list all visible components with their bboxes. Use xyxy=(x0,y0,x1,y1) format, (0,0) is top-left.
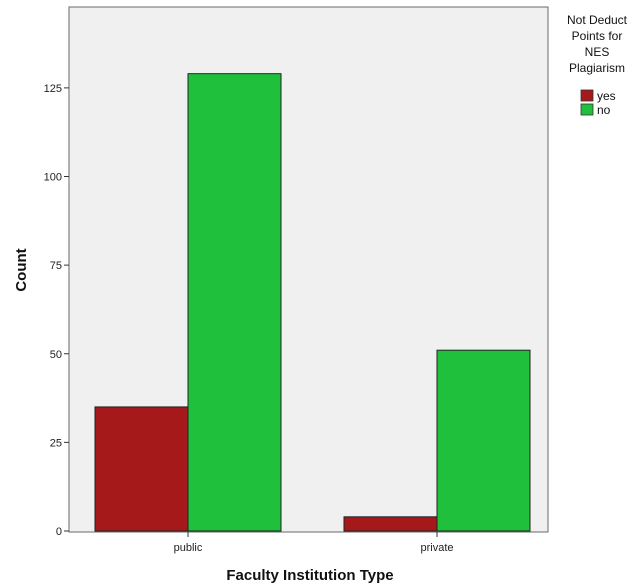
y-tick-label: 75 xyxy=(50,260,62,272)
y-tick-label: 125 xyxy=(44,83,62,95)
bar-public-no xyxy=(187,73,282,532)
y-tick-label: 0 xyxy=(56,526,62,538)
legend-swatch-yes xyxy=(580,89,594,102)
x-axis-title: Faculty Institution Type xyxy=(226,567,393,584)
legend-title-line-3: NES xyxy=(585,45,610,59)
legend: Not Deduct Points for NES Plagiarism yes… xyxy=(567,13,628,117)
legend-swatch-no xyxy=(580,103,594,116)
y-axis: 0 25 50 75 100 125 xyxy=(44,83,69,538)
y-tick-label: 25 xyxy=(50,437,62,449)
y-tick-label: 100 xyxy=(44,172,62,184)
legend-title-line-4: Plagiarism xyxy=(569,61,625,75)
legend-title-line-2: Points for xyxy=(572,29,623,43)
bar-private-no xyxy=(436,349,531,532)
bar-private-yes xyxy=(343,516,438,532)
bars-group xyxy=(94,73,531,532)
bar-public-yes xyxy=(94,406,189,532)
x-axis: public private xyxy=(174,532,454,554)
x-tick-label-public: public xyxy=(174,542,203,554)
y-tick-label: 50 xyxy=(50,349,62,361)
x-tick-label-private: private xyxy=(420,542,453,554)
legend-label-no: no xyxy=(597,103,611,117)
y-axis-title: Count xyxy=(13,248,30,291)
legend-label-yes: yes xyxy=(597,89,616,103)
legend-title-line-1: Not Deduct xyxy=(567,13,628,27)
